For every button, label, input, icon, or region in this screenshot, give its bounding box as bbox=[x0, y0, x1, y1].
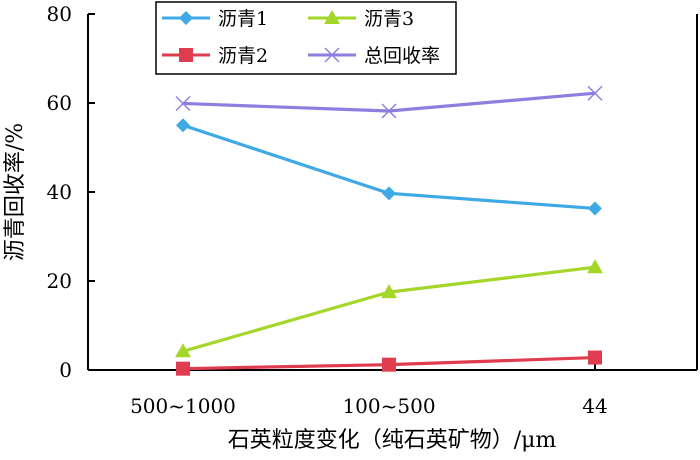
legend-marker bbox=[324, 47, 340, 63]
y-tick-label: 60 bbox=[47, 91, 72, 115]
legend-marker bbox=[179, 48, 193, 62]
series-line bbox=[182, 91, 596, 113]
legend-marker bbox=[324, 10, 340, 24]
legend-label: 沥青1 bbox=[218, 8, 268, 30]
y-axis-title: 沥青回收率/% bbox=[3, 123, 28, 261]
data-point bbox=[175, 343, 191, 358]
x-ticks: 500~1000 100~500 44 bbox=[130, 363, 608, 418]
legend: 沥青1 沥青3 沥青2 总回收率 bbox=[155, 1, 457, 75]
data-point bbox=[382, 357, 396, 372]
x-tick-label: 500~1000 bbox=[130, 394, 236, 418]
legend-item: 沥青3 bbox=[308, 8, 414, 30]
y-ticks: 0 20 40 60 80 bbox=[47, 2, 95, 382]
series-2 bbox=[176, 350, 602, 376]
data-point bbox=[587, 85, 603, 101]
data-point bbox=[175, 95, 191, 111]
data-point bbox=[381, 103, 397, 119]
x-tick-label: 100~500 bbox=[342, 394, 435, 418]
y-tick-label: 80 bbox=[47, 2, 72, 26]
y-tick-label: 40 bbox=[47, 180, 72, 204]
legend-label: 沥青2 bbox=[218, 45, 268, 67]
legend-item: 沥青2 bbox=[162, 45, 268, 67]
legend-box bbox=[155, 1, 457, 75]
data-point bbox=[176, 118, 190, 133]
legend-marker bbox=[179, 11, 193, 25]
legend-item: 总回收率 bbox=[308, 45, 440, 67]
data-point bbox=[587, 259, 603, 274]
legend-label: 沥青3 bbox=[364, 8, 414, 30]
series-line bbox=[182, 265, 596, 353]
data-point bbox=[381, 284, 397, 299]
y-tick-label: 20 bbox=[47, 269, 72, 293]
series-1 bbox=[176, 118, 602, 216]
x-tick-label: 44 bbox=[582, 394, 607, 418]
series-4 bbox=[175, 85, 603, 119]
series-layer bbox=[175, 85, 603, 376]
series-3 bbox=[175, 259, 603, 358]
legend-label: 总回收率 bbox=[364, 45, 440, 67]
data-point bbox=[176, 361, 190, 376]
data-point bbox=[588, 201, 602, 216]
data-point bbox=[588, 350, 602, 365]
x-axis-title: 石英粒度变化（纯石英矿物）/μm bbox=[228, 428, 557, 453]
data-point bbox=[382, 186, 396, 201]
y-tick-label: 0 bbox=[59, 358, 72, 382]
legend-item: 沥青1 bbox=[162, 8, 268, 30]
